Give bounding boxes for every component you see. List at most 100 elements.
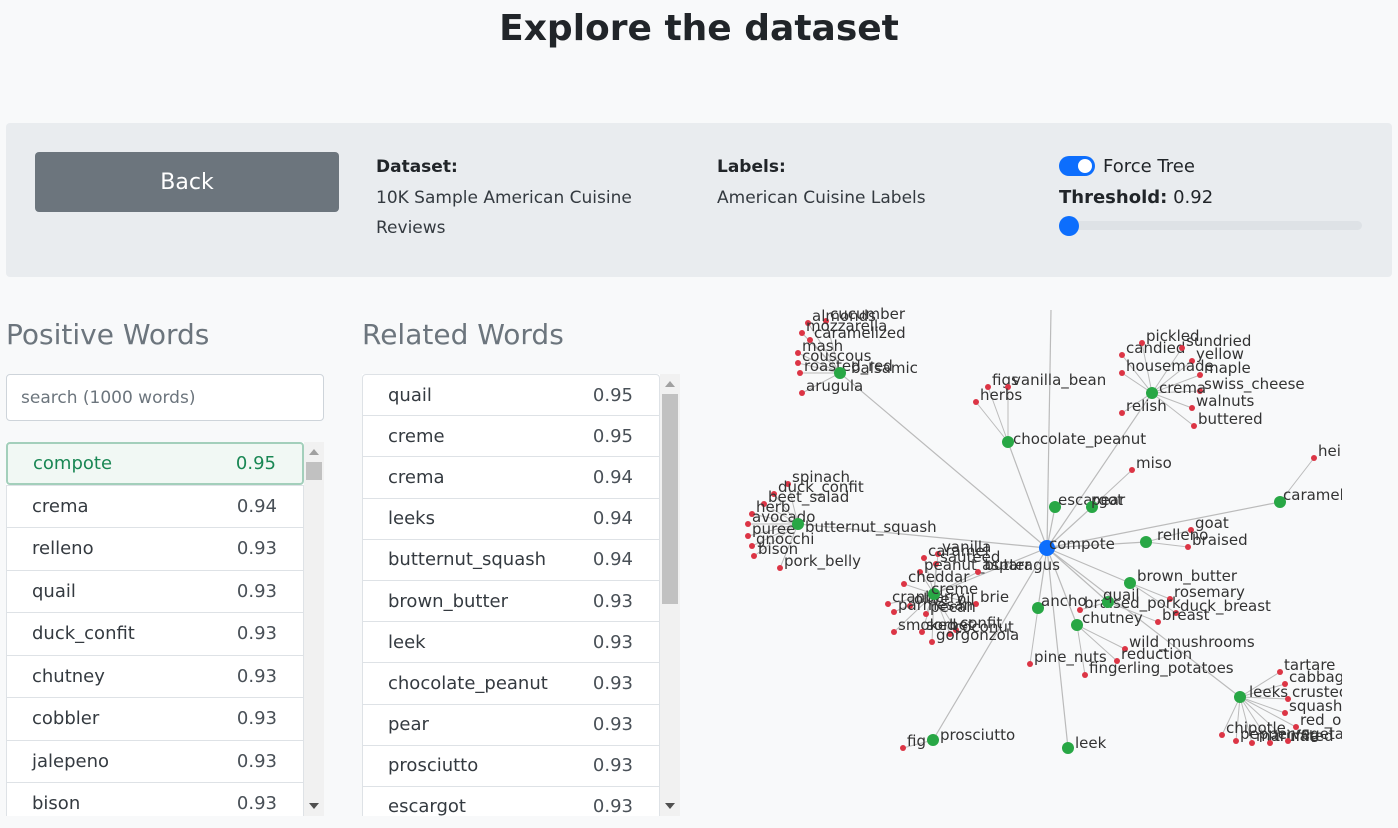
graph-leaf-node[interactable] bbox=[1185, 544, 1191, 550]
graph-edge[interactable] bbox=[1235, 696, 1241, 742]
graph-leaf-node[interactable] bbox=[973, 601, 979, 607]
graph-leaf-node[interactable] bbox=[985, 384, 991, 390]
graph-leaf-node[interactable] bbox=[901, 581, 907, 587]
graph-hub-node[interactable] bbox=[1234, 691, 1246, 703]
graph-hub-node[interactable] bbox=[1140, 536, 1152, 548]
graph-edge[interactable] bbox=[1076, 624, 1118, 662]
graph-leaf-node[interactable] bbox=[799, 390, 805, 396]
graph-edge[interactable] bbox=[1076, 624, 1126, 650]
graph-edge[interactable] bbox=[1046, 547, 1078, 626]
graph-leaf-node[interactable] bbox=[1285, 696, 1291, 702]
graph-edge[interactable] bbox=[1151, 347, 1183, 394]
graph-edge[interactable] bbox=[1046, 501, 1281, 549]
graph-leaf-node[interactable] bbox=[891, 629, 897, 635]
graph-leaf-node[interactable] bbox=[1197, 388, 1203, 394]
graph-leaf-node[interactable] bbox=[1173, 610, 1179, 616]
graph-leaf-node[interactable] bbox=[795, 360, 801, 366]
list-item[interactable]: compote 0.95 bbox=[6, 442, 304, 485]
graph-edge[interactable] bbox=[1129, 582, 1177, 614]
graph-edge[interactable] bbox=[1129, 582, 1171, 600]
graph-leaf-node[interactable] bbox=[907, 603, 913, 609]
graph-leaf-node[interactable] bbox=[823, 318, 829, 324]
graph-leaf-node[interactable] bbox=[1139, 340, 1145, 346]
graph-edge[interactable] bbox=[1046, 547, 1109, 603]
graph-edge[interactable] bbox=[809, 339, 841, 374]
graph-leaf-node[interactable] bbox=[929, 639, 935, 645]
graph-edge[interactable] bbox=[1121, 392, 1153, 414]
graph-leaf-node[interactable] bbox=[1129, 467, 1135, 473]
graph-edge[interactable] bbox=[1046, 547, 1131, 584]
graph-leaf-node[interactable] bbox=[1189, 405, 1195, 411]
graph-edge[interactable] bbox=[1091, 469, 1133, 508]
graph-edge[interactable] bbox=[1151, 374, 1201, 394]
graph-leaf-node[interactable] bbox=[1179, 345, 1185, 351]
graph-leaf-node[interactable] bbox=[771, 491, 777, 497]
graph-hub-node[interactable] bbox=[1032, 602, 1044, 614]
graph-edge[interactable] bbox=[1145, 529, 1192, 543]
graph-leaf-node[interactable] bbox=[1293, 724, 1299, 730]
graph-leaf-node[interactable] bbox=[933, 561, 939, 567]
graph-edge[interactable] bbox=[751, 523, 799, 547]
graph-edge[interactable] bbox=[1046, 392, 1153, 549]
graph-canvas[interactable]: cucumberalmondsmozzarellacaramelizedmash… bbox=[720, 300, 1342, 760]
graph-edge[interactable] bbox=[1151, 392, 1193, 409]
graph-hub-node[interactable] bbox=[927, 734, 939, 746]
graph-edge[interactable] bbox=[987, 386, 1009, 443]
graph-leaf-node[interactable] bbox=[749, 511, 755, 517]
graph-hub-node[interactable] bbox=[792, 518, 804, 530]
graph-edge[interactable] bbox=[1151, 390, 1201, 394]
graph-edge[interactable] bbox=[893, 593, 935, 633]
force-tree-toggle[interactable] bbox=[1059, 156, 1095, 176]
graph-leaf-node[interactable] bbox=[1282, 681, 1288, 687]
list-item[interactable]: chutney 0.93 bbox=[6, 654, 304, 697]
list-item[interactable]: butternut_squash 0.94 bbox=[362, 538, 660, 580]
graph-leaf-node[interactable] bbox=[1191, 423, 1197, 429]
list-item[interactable]: escargot 0.93 bbox=[362, 785, 660, 816]
graph-leaf-node[interactable] bbox=[935, 551, 941, 557]
graph-leaf-node[interactable] bbox=[805, 320, 811, 326]
graph-leaf-node[interactable] bbox=[1155, 619, 1161, 625]
graph-hub-node[interactable] bbox=[834, 367, 846, 379]
graph-leaf-node[interactable] bbox=[745, 521, 751, 527]
graph-hub-node[interactable] bbox=[1146, 387, 1158, 399]
graph-edge[interactable] bbox=[797, 362, 841, 374]
graph-edge[interactable] bbox=[933, 593, 957, 631]
graph-edge[interactable] bbox=[1046, 547, 1241, 698]
scroll-up-icon[interactable] bbox=[665, 381, 675, 387]
graph-edge[interactable] bbox=[1239, 696, 1253, 744]
graph-leaf-node[interactable] bbox=[1119, 352, 1125, 358]
graph-leaf-node[interactable] bbox=[891, 609, 897, 615]
graph-edge[interactable] bbox=[1046, 547, 1069, 749]
graph-root-node[interactable] bbox=[1039, 540, 1055, 556]
graph-leaf-node[interactable] bbox=[751, 553, 757, 559]
list-item[interactable]: quail 0.95 bbox=[362, 374, 660, 416]
list-item[interactable]: pear 0.93 bbox=[362, 703, 660, 745]
positive-list-scrollbar[interactable] bbox=[304, 442, 324, 816]
list-item[interactable]: cobbler 0.93 bbox=[6, 697, 304, 740]
graph-edge[interactable] bbox=[933, 593, 951, 635]
graph-leaf-node[interactable] bbox=[953, 627, 959, 633]
graph-edge[interactable] bbox=[1239, 696, 1289, 742]
graph-edge[interactable] bbox=[1221, 696, 1241, 736]
graph-edge[interactable] bbox=[975, 401, 1009, 443]
graph-hub-node[interactable] bbox=[1124, 577, 1136, 589]
graph-edge[interactable] bbox=[797, 523, 1048, 549]
graph-edge[interactable] bbox=[1046, 541, 1147, 549]
scroll-up-icon[interactable] bbox=[309, 449, 319, 455]
graph-edge[interactable] bbox=[763, 503, 799, 525]
scroll-thumb[interactable] bbox=[662, 394, 678, 604]
graph-edge[interactable] bbox=[825, 320, 841, 374]
graph-edge[interactable] bbox=[753, 523, 799, 557]
graph-edge[interactable] bbox=[1007, 441, 1048, 549]
graph-leaf-node[interactable] bbox=[799, 330, 805, 336]
graph-leaf-node[interactable] bbox=[900, 745, 906, 751]
threshold-slider-track[interactable] bbox=[1059, 221, 1362, 230]
list-item[interactable]: jalepeno 0.93 bbox=[6, 739, 304, 782]
graph-edge[interactable] bbox=[933, 593, 977, 605]
list-item[interactable]: duck_confit 0.93 bbox=[6, 612, 304, 655]
graph-hub-node[interactable] bbox=[1274, 496, 1286, 508]
graph-leaf-node[interactable] bbox=[1027, 661, 1033, 667]
search-input[interactable] bbox=[6, 374, 324, 421]
graph-edge[interactable] bbox=[1121, 354, 1153, 394]
graph-leaf-node[interactable] bbox=[917, 569, 923, 575]
